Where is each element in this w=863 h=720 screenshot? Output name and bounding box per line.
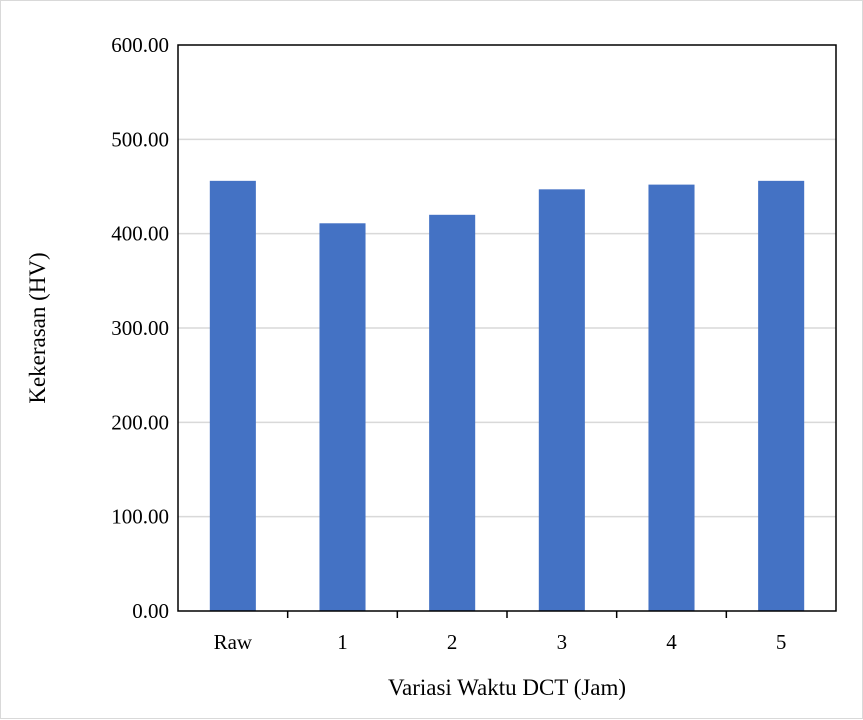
bar xyxy=(758,180,805,611)
bar xyxy=(648,184,695,611)
x-tick-label: 4 xyxy=(666,630,677,654)
y-axis-ticks: 0.00 100.00 200.00 300.00 400.00 500.00 600.00 xyxy=(111,33,169,623)
y-tick-label: 300.00 xyxy=(111,316,169,340)
y-tick-label: 400.00 xyxy=(111,222,169,246)
bar xyxy=(319,223,366,612)
bars xyxy=(209,180,805,612)
y-tick-label: 200.00 xyxy=(111,410,169,434)
y-tick-label: 500.00 xyxy=(111,127,169,151)
y-tick-label: 0.00 xyxy=(132,599,169,623)
x-axis-ticks: Raw 1 2 3 4 5 xyxy=(214,611,787,654)
bar xyxy=(538,189,585,611)
x-tick-label: 3 xyxy=(557,630,568,654)
x-tick-label: 1 xyxy=(337,630,348,654)
gridlines xyxy=(178,138,836,518)
x-tick-label: Raw xyxy=(214,630,253,654)
y-tick-label: 600.00 xyxy=(111,33,169,57)
y-tick-label: 100.00 xyxy=(111,505,169,529)
x-tick-label: 2 xyxy=(447,630,458,654)
x-tick-label: 5 xyxy=(776,630,787,654)
bar xyxy=(209,180,256,611)
x-axis-title: Variasi Waktu DCT (Jam) xyxy=(388,675,626,700)
y-axis-title: Kekerasan (HV) xyxy=(25,252,50,403)
bar xyxy=(429,214,476,612)
